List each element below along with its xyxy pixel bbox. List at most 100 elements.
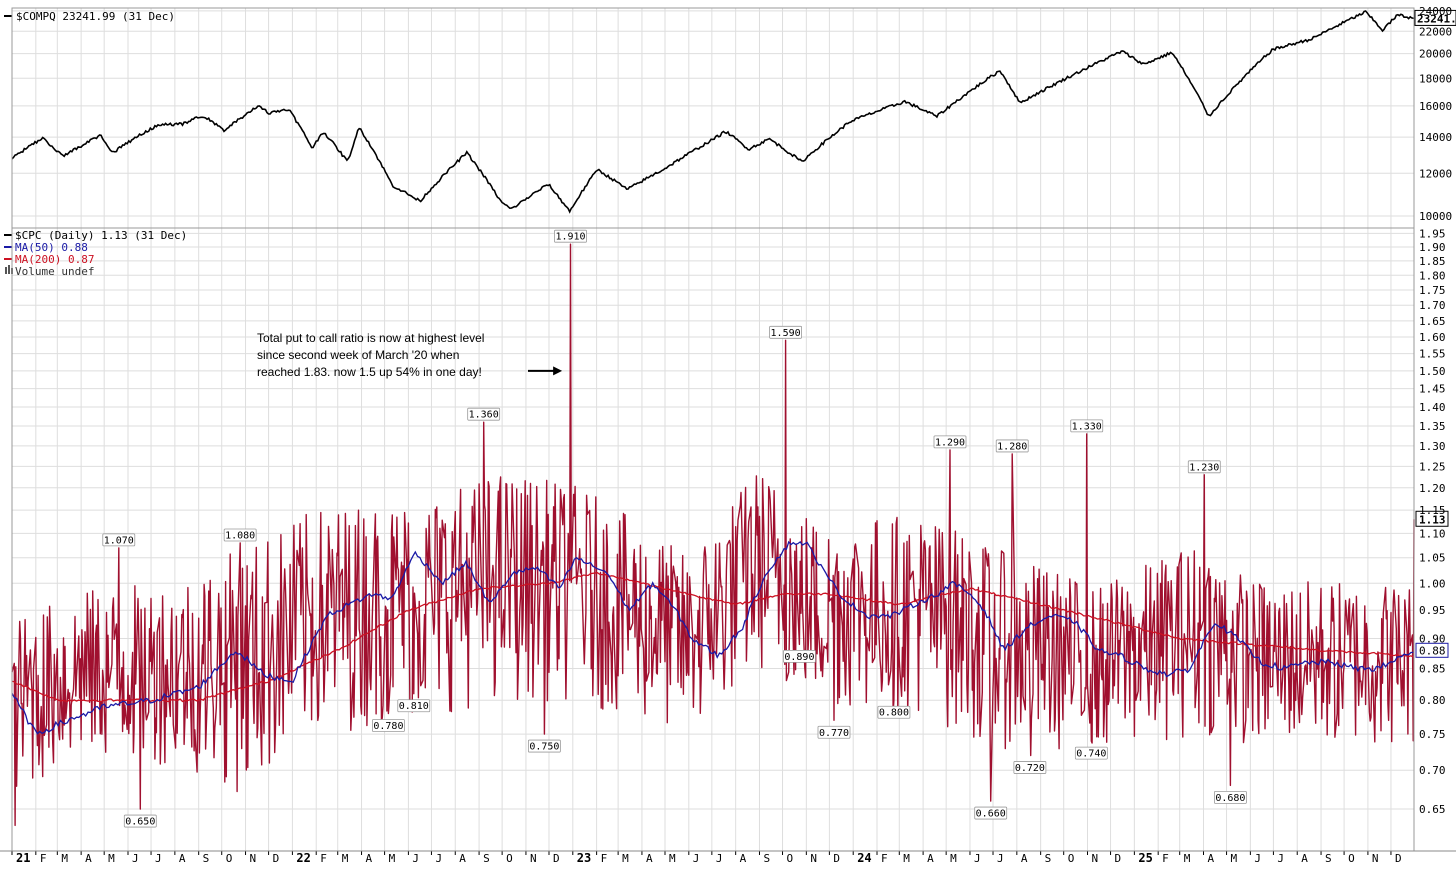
y-tick-label: 0.65	[1419, 803, 1446, 816]
x-tick-label: N	[810, 852, 817, 865]
y-tick-label: 1.90	[1419, 241, 1446, 254]
x-tick-label: M	[622, 852, 629, 865]
data-label: 0.800	[879, 708, 909, 719]
x-tick-label: F	[40, 852, 47, 865]
x-tick-label: S	[763, 852, 770, 865]
x-tick-label: O	[506, 852, 513, 865]
x-tick-label: O	[1068, 852, 1075, 865]
x-tick-label: 25	[1138, 851, 1152, 865]
data-label-box	[1013, 761, 1047, 774]
x-tick-label: A	[85, 852, 92, 865]
data-label: 0.780	[373, 721, 403, 732]
x-tick-label: J	[693, 852, 700, 865]
data-label: 1.360	[469, 410, 499, 421]
y-tick-label: 1.50	[1419, 365, 1446, 378]
x-tick-label: D	[553, 852, 560, 865]
x-tick-label: D	[273, 852, 280, 865]
annotation-line: since second week of March '20 when	[257, 348, 459, 362]
data-label-box	[102, 533, 136, 547]
ma200-line	[11, 572, 1414, 703]
annotation-line: Total put to call ratio is now at highes…	[257, 331, 484, 345]
x-tick-label: J	[1254, 852, 1261, 865]
y-tick-label: 1.45	[1419, 383, 1446, 396]
x-tick-label: D	[1115, 852, 1122, 865]
data-label: 0.740	[1076, 749, 1106, 760]
x-tick-label: M	[108, 852, 115, 865]
y-tick-label: 1.00	[1419, 577, 1446, 590]
x-tick-label: F	[601, 852, 608, 865]
data-label-box	[1187, 460, 1221, 474]
x-tick-label: M	[1184, 852, 1191, 865]
cpc-legend-text: MA(200) 0.87	[15, 253, 94, 266]
data-label-box	[1074, 746, 1108, 760]
x-tick-label: J	[716, 852, 723, 865]
x-tick-label: M	[1231, 852, 1238, 865]
y-tick-label: 0.75	[1419, 728, 1446, 741]
annotation-line: reached 1.83. now 1.5 up 54% in one day!	[257, 365, 482, 379]
x-tick-label: N	[250, 852, 257, 865]
y-tick-label: 20000	[1419, 48, 1452, 61]
y-tick-label: 0.85	[1419, 662, 1446, 675]
y-tick-label: 1.75	[1419, 284, 1446, 297]
data-label-box	[223, 528, 257, 542]
compq-legend-text: $COMPQ 23241.99 (31 Dec)	[16, 10, 175, 23]
ma50-last-value: 0.88	[1419, 644, 1446, 657]
x-tick-label: J	[155, 852, 162, 865]
x-tick-label: D	[1395, 852, 1402, 865]
data-label: 1.230	[1189, 462, 1219, 473]
y-tick-label: 1.85	[1419, 255, 1446, 268]
y-tick-label: 1.40	[1419, 401, 1446, 414]
x-tick-label: F	[881, 852, 888, 865]
data-label: 1.080	[225, 530, 255, 541]
data-label: 0.810	[399, 701, 429, 712]
x-tick-label: F	[1162, 852, 1169, 865]
data-label: 1.590	[771, 328, 801, 339]
x-tick-label: A	[740, 852, 747, 865]
x-tick-label: 21	[16, 851, 30, 865]
y-tick-label: 1.60	[1419, 331, 1446, 344]
data-label-box	[467, 407, 501, 421]
y-tick-label: 14000	[1419, 131, 1452, 144]
compq-last-value: 23241.	[1417, 12, 1456, 25]
data-label: 1.330	[1072, 421, 1102, 432]
data-label-box	[783, 649, 816, 663]
x-tick-label: O	[787, 852, 794, 865]
y-tick-label: 1.65	[1419, 315, 1446, 328]
x-tick-label: M	[342, 852, 349, 865]
y-tick-label: 24000	[1419, 5, 1452, 18]
data-label-box	[877, 705, 911, 719]
x-tick-label: J	[132, 852, 139, 865]
y-tick-label: 0.90	[1419, 633, 1446, 646]
y-tick-label: 16000	[1419, 100, 1452, 113]
data-label: 0.660	[976, 809, 1006, 820]
y-tick-label: 22000	[1419, 25, 1452, 38]
x-tick-label: J	[1277, 852, 1284, 865]
x-tick-label: 23	[577, 851, 591, 865]
x-tick-label: J	[974, 852, 981, 865]
x-tick-label: M	[61, 852, 68, 865]
data-label-box	[397, 699, 431, 713]
data-label-box	[554, 229, 587, 243]
y-tick-label: 1.10	[1419, 527, 1446, 540]
data-label: 0.770	[819, 728, 849, 739]
data-label: 0.720	[1015, 763, 1045, 774]
annotation-arrowhead	[553, 366, 563, 376]
x-tick-label: O	[1348, 852, 1355, 865]
x-tick-label: A	[179, 852, 186, 865]
y-tick-label: 1.70	[1419, 299, 1446, 312]
y-tick-label: 1.05	[1419, 552, 1446, 565]
x-tick-label: D	[833, 852, 840, 865]
y-tick-label: 1.35	[1419, 420, 1446, 433]
data-label: 1.910	[555, 232, 585, 243]
axes: 21 F M A M J J A S O N D 22 F M A M J J A S O N D 23 F M A M J J A S O N D 2…	[0, 5, 1456, 865]
x-tick-label: S	[483, 852, 490, 865]
data-label: 0.890	[784, 652, 814, 663]
data-label-box	[1070, 419, 1104, 433]
data-label-box	[995, 439, 1029, 453]
compq-line	[11, 10, 1415, 214]
x-tick-label: 24	[857, 851, 871, 865]
x-tick-label: S	[203, 852, 210, 865]
cpc-line	[11, 243, 1415, 827]
